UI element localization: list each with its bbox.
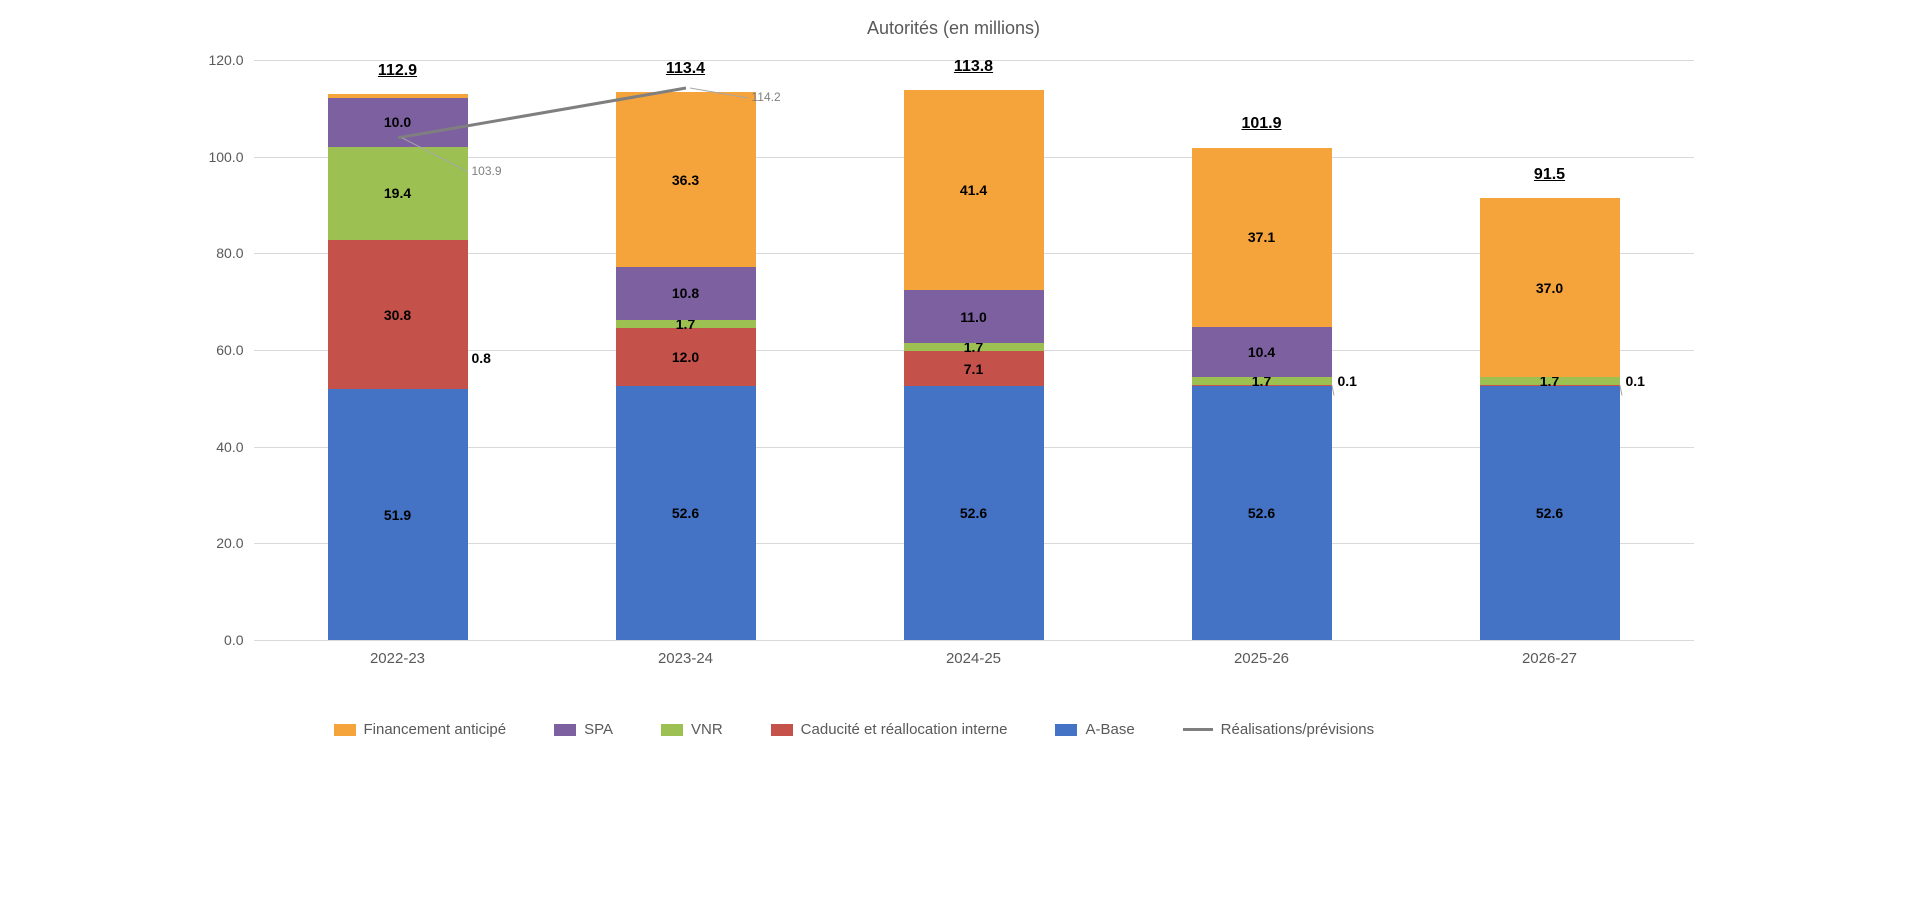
y-axis-tick-label: 80.0	[216, 245, 253, 261]
legend-item: A-Base	[1055, 721, 1134, 738]
legend-item: SPA	[554, 721, 613, 738]
legend-swatch	[554, 724, 576, 736]
chart-title: Autorités (en millions)	[194, 18, 1714, 39]
category-label: 2024-25	[946, 640, 1001, 667]
legend-swatch	[1055, 724, 1077, 736]
y-axis-tick-label: 120.0	[208, 52, 253, 68]
y-axis-tick-label: 0.0	[224, 632, 253, 648]
category-label: 2026-27	[1522, 640, 1577, 667]
legend: Financement anticipé SPA VNR Caducité et ré…	[254, 721, 1714, 738]
legend-swatch-line	[1183, 728, 1213, 731]
legend-swatch	[661, 724, 683, 736]
y-axis-tick-label: 100.0	[208, 149, 253, 165]
legend-label: VNR	[691, 721, 723, 738]
legend-item: Financement anticipé	[334, 721, 507, 738]
legend-item: VNR	[661, 721, 723, 738]
y-axis-tick-label: 60.0	[216, 342, 253, 358]
category-label: 2025-26	[1234, 640, 1289, 667]
legend-label: SPA	[584, 721, 613, 738]
plot-area: 0.020.040.060.080.0100.0120.02022-2351.9…	[254, 60, 1694, 640]
y-axis-tick-label: 20.0	[216, 535, 253, 551]
legend-swatch	[334, 724, 356, 736]
legend-item: Réalisations/prévisions	[1183, 721, 1374, 738]
legend-label: Financement anticipé	[364, 721, 507, 738]
leader-line	[254, 60, 1694, 640]
legend-item: Caducité et réallocation interne	[771, 721, 1008, 738]
chart-container: Autorités (en millions) 0.020.040.060.08…	[194, 0, 1714, 742]
category-label: 2023-24	[658, 640, 713, 667]
legend-label: Réalisations/prévisions	[1221, 721, 1374, 738]
legend-swatch	[771, 724, 793, 736]
legend-label: Caducité et réallocation interne	[801, 721, 1008, 738]
legend-label: A-Base	[1085, 721, 1134, 738]
y-axis-tick-label: 40.0	[216, 439, 253, 455]
category-label: 2022-23	[370, 640, 425, 667]
